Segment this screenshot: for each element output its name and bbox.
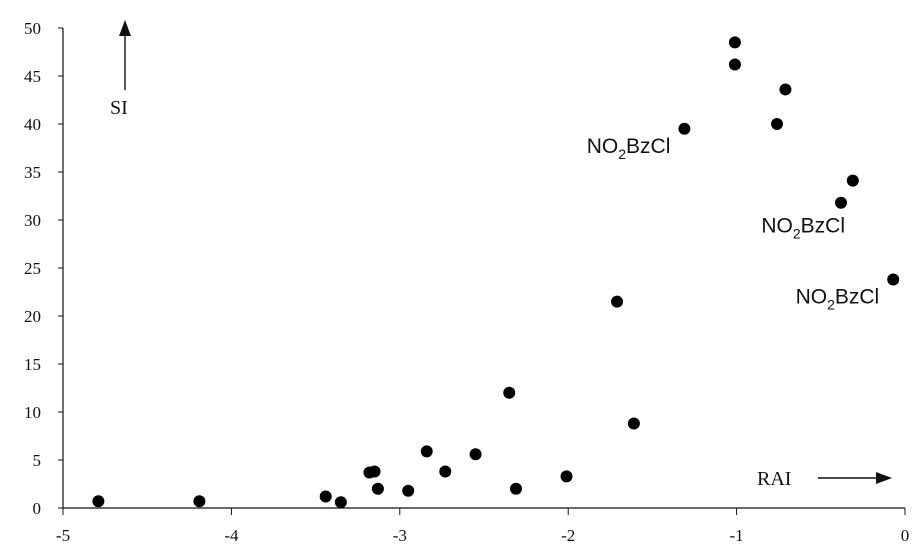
data-point — [560, 470, 573, 483]
x-tick-label: -4 — [224, 526, 239, 545]
data-point — [728, 36, 741, 49]
x-axis-label: RAI — [757, 468, 791, 490]
data-point — [319, 490, 332, 503]
y-tick-label: 15 — [24, 355, 41, 374]
data-point — [420, 445, 433, 458]
y-tick-label: 25 — [24, 259, 41, 278]
data-point — [509, 482, 522, 495]
data-point — [193, 495, 206, 508]
data-point — [627, 417, 640, 430]
x-tick-label: -3 — [393, 526, 407, 545]
y-ticks: 0 5 10 15 20 25 30 35 40 45 50 — [24, 19, 63, 518]
rai-arrow-head — [876, 472, 892, 484]
si-arrow-head — [119, 20, 131, 36]
data-point — [835, 196, 848, 209]
y-tick-label: 5 — [33, 451, 42, 470]
point-annotation: NO2BzCl — [796, 286, 880, 313]
data-point — [402, 484, 415, 497]
y-tick-label: 35 — [24, 163, 41, 182]
y-tick-label: 40 — [24, 115, 41, 134]
y-tick-label: 20 — [24, 307, 41, 326]
data-point — [371, 482, 384, 495]
x-tick-label: 0 — [901, 526, 910, 545]
y-axis-label-group: SI — [110, 20, 131, 119]
point-annotation: NO2BzCl — [761, 215, 845, 242]
data-point — [334, 496, 347, 509]
data-point — [92, 495, 105, 508]
x-axis-label-group: RAI — [757, 468, 892, 490]
x-tick-label: -1 — [730, 526, 744, 545]
y-tick-label: 10 — [24, 403, 41, 422]
data-point — [779, 83, 792, 96]
y-tick-label: 50 — [24, 19, 41, 38]
data-point — [728, 58, 741, 71]
y-axis-label: SI — [110, 97, 128, 119]
x-tick-label: -2 — [561, 526, 575, 545]
x-ticks: -5 -4 -3 -2 -1 0 — [56, 508, 909, 545]
x-tick-label: -5 — [56, 526, 70, 545]
y-tick-label: 0 — [33, 499, 42, 518]
data-point — [439, 465, 452, 478]
data-points — [92, 36, 900, 509]
point-annotation: NO2BzCl — [587, 135, 671, 162]
data-point — [887, 273, 900, 286]
data-point — [678, 122, 691, 135]
data-point — [368, 465, 381, 478]
data-point — [503, 386, 516, 399]
data-point — [771, 118, 784, 130]
data-point — [469, 448, 482, 461]
y-tick-label: 45 — [24, 67, 41, 86]
annotations: NO2BzCl NO2BzCl NO2BzCl — [587, 135, 879, 313]
y-tick-label: 30 — [24, 211, 41, 230]
data-point — [846, 174, 859, 187]
data-point — [611, 295, 624, 308]
axes — [62, 28, 905, 509]
